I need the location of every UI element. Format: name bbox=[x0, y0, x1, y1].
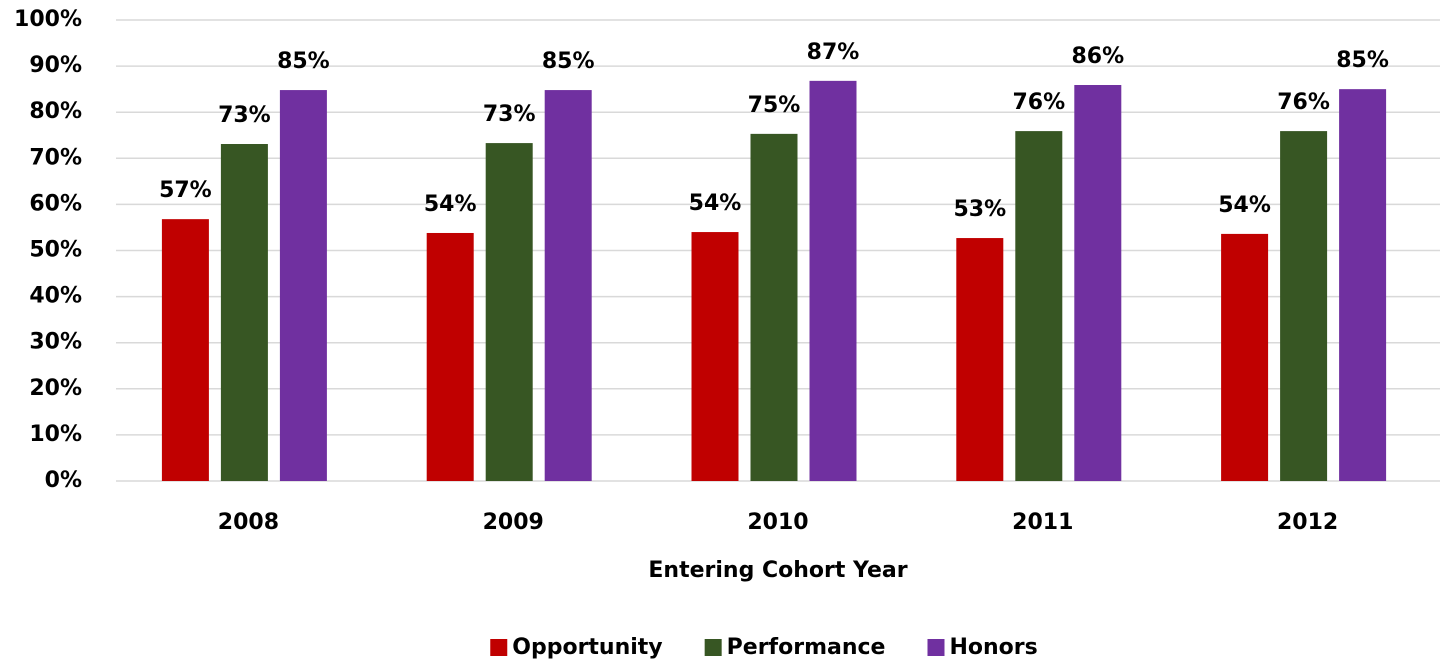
bar bbox=[1339, 89, 1387, 482]
data-label: 76% bbox=[1277, 90, 1330, 115]
data-label: 73% bbox=[483, 102, 536, 127]
legend-swatch bbox=[927, 639, 945, 656]
bar bbox=[1221, 233, 1269, 481]
y-tick-label: 90% bbox=[29, 53, 82, 78]
x-tick-label: 2012 bbox=[1277, 510, 1338, 535]
y-tick-label: 100% bbox=[14, 7, 82, 32]
x-axis-title: Entering Cohort Year bbox=[648, 558, 907, 583]
y-tick-label: 80% bbox=[29, 99, 82, 124]
bar bbox=[279, 90, 327, 482]
data-label: 53% bbox=[953, 197, 1006, 222]
data-label: 73% bbox=[218, 103, 271, 128]
x-tick-label: 2009 bbox=[483, 510, 544, 535]
bar bbox=[750, 133, 798, 481]
data-label: 75% bbox=[748, 93, 801, 118]
y-tick-label: 40% bbox=[29, 284, 82, 309]
data-label: 85% bbox=[1336, 48, 1389, 73]
legend-label: Honors bbox=[949, 635, 1037, 660]
legend-swatch bbox=[704, 639, 722, 656]
bar bbox=[220, 144, 268, 481]
bar bbox=[161, 219, 209, 482]
y-tick-label: 30% bbox=[29, 330, 82, 355]
y-tick-label: 70% bbox=[29, 145, 82, 170]
data-label: 87% bbox=[807, 40, 860, 65]
x-tick-label: 2010 bbox=[747, 510, 808, 535]
data-label: 85% bbox=[542, 49, 595, 74]
bar bbox=[1280, 131, 1328, 481]
bar bbox=[956, 238, 1004, 481]
data-label: 54% bbox=[689, 191, 742, 216]
bar bbox=[426, 232, 474, 481]
bar bbox=[544, 90, 592, 482]
legend-swatch bbox=[490, 639, 508, 656]
data-label: 86% bbox=[1071, 44, 1124, 69]
y-tick-label: 20% bbox=[29, 376, 82, 401]
bar bbox=[691, 232, 739, 481]
data-label: 54% bbox=[424, 192, 477, 217]
data-label: 54% bbox=[1218, 193, 1271, 218]
y-tick-label: 10% bbox=[29, 422, 82, 447]
bar bbox=[1074, 85, 1122, 481]
data-label: 85% bbox=[277, 49, 330, 74]
legend-label: Performance bbox=[727, 635, 886, 660]
legend-label: Opportunity bbox=[512, 635, 662, 660]
data-label: 57% bbox=[159, 178, 212, 203]
y-tick-label: 0% bbox=[45, 468, 82, 493]
x-tick-label: 2011 bbox=[1012, 510, 1073, 535]
bar bbox=[485, 143, 533, 481]
x-tick-label: 2008 bbox=[218, 510, 279, 535]
bar bbox=[1015, 131, 1063, 481]
y-tick-label: 60% bbox=[29, 191, 82, 216]
data-label: 76% bbox=[1012, 90, 1065, 115]
bar bbox=[809, 80, 857, 482]
y-tick-label: 50% bbox=[29, 238, 82, 263]
